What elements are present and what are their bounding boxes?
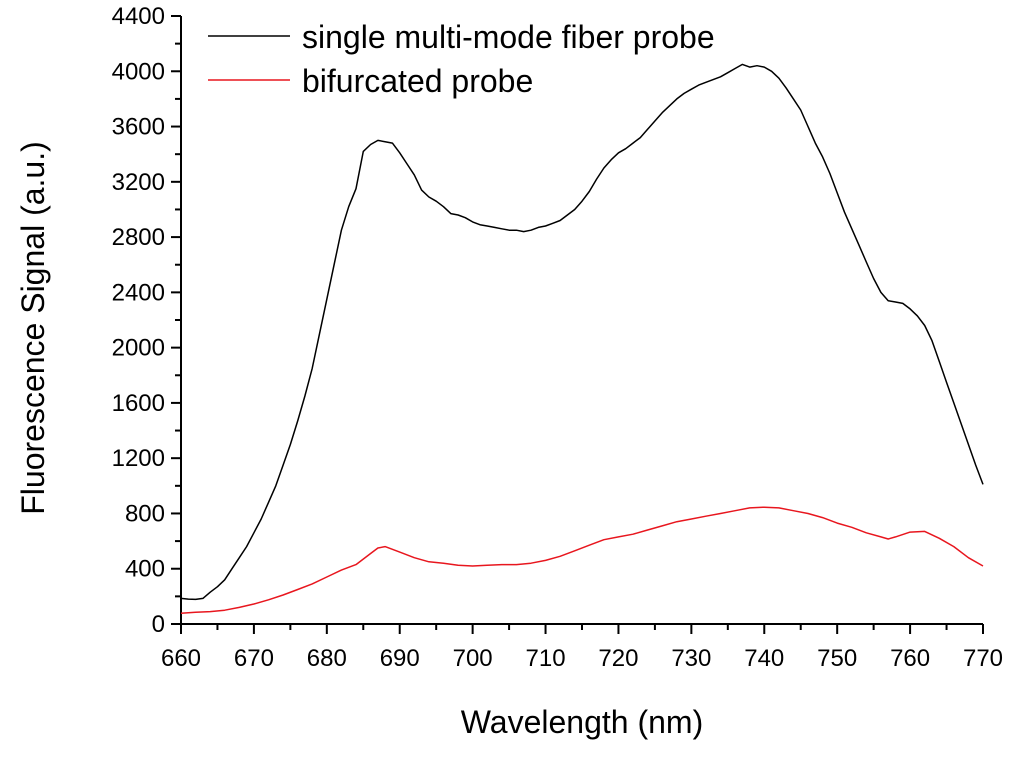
y-tick-label: 400 — [125, 556, 165, 583]
y-axis-title: Fluorescence Signal (a.u.) — [15, 141, 51, 515]
legend-label-single-multi-mode: single multi-mode fiber probe — [302, 19, 715, 55]
x-tick-label: 770 — [963, 645, 1003, 672]
y-tick-label: 4000 — [112, 58, 165, 85]
x-tick-label: 680 — [307, 645, 347, 672]
x-tick-label: 670 — [234, 645, 274, 672]
series-layer — [180, 63, 984, 614]
x-tick-label: 660 — [161, 645, 201, 672]
y-tick-label: 800 — [125, 500, 165, 527]
plot-area: 660 670 680 690 700 710 720 730 740 750 760 770 0 40… — [112, 3, 1003, 672]
x-tick-label: 690 — [380, 645, 420, 672]
y-tick-label: 2400 — [112, 279, 165, 306]
x-tick-label: 750 — [817, 645, 857, 672]
y-tick-label: 1200 — [112, 445, 165, 472]
legend-label-bifurcated: bifurcated probe — [302, 63, 533, 99]
y-axis-ticks: 0 400 800 1200 1600 2000 2400 2800 3200 3600 4000 4… — [112, 3, 181, 638]
x-axis-title: Wavelength (nm) — [461, 704, 703, 740]
series-line-single-multi-mode — [180, 63, 984, 601]
x-tick-label: 710 — [526, 645, 566, 672]
x-tick-label: 700 — [453, 645, 493, 672]
y-tick-label: 3200 — [112, 169, 165, 196]
series-line-bifurcated — [180, 506, 984, 614]
x-axis-ticks: 660 670 680 690 700 710 720 730 740 750 760 770 — [161, 624, 1003, 672]
y-tick-label: 2000 — [112, 335, 165, 362]
y-tick-label: 1600 — [112, 390, 165, 417]
legend: single multi-mode fiber probe bifurcated… — [208, 19, 715, 99]
y-tick-label: 4400 — [112, 3, 165, 30]
x-tick-label: 720 — [598, 645, 638, 672]
x-tick-label: 730 — [671, 645, 711, 672]
y-tick-label: 0 — [152, 611, 165, 638]
x-tick-label: 760 — [890, 645, 930, 672]
x-tick-label: 740 — [744, 645, 784, 672]
y-tick-label: 2800 — [112, 224, 165, 251]
y-tick-label: 3600 — [112, 114, 165, 141]
